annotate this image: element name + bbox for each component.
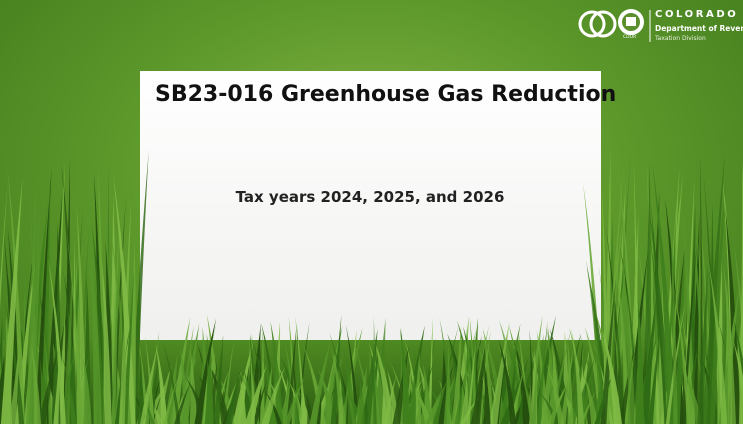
logo-department: Department of Revenue <box>655 24 743 33</box>
logo-seal-text: CDOR <box>623 35 636 40</box>
slide-subtitle: Tax years 2024, 2025, and 2026 <box>140 188 600 206</box>
logo: CDOR COLORADO Department of Revenue Taxa… <box>576 7 743 47</box>
slide-title: SB23-016 Greenhouse Gas Reduction <box>155 82 616 107</box>
slide: SB23-016 Greenhouse Gas Reduction Tax ye… <box>0 0 743 424</box>
background <box>0 0 743 424</box>
card <box>140 71 601 366</box>
logo-name: COLORADO <box>655 9 738 20</box>
logo-division: Taxation Division <box>655 35 706 42</box>
